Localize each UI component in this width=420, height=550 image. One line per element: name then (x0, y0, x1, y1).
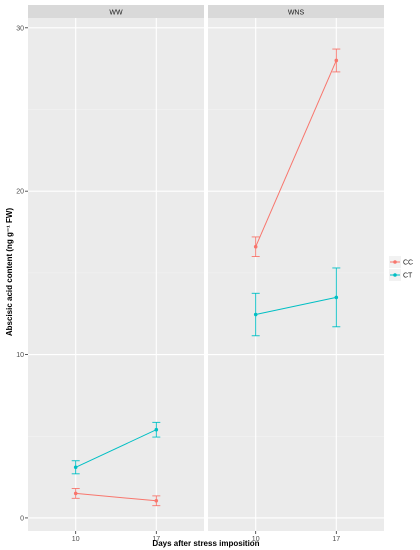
legend-key-point (393, 260, 397, 264)
plot-background (28, 18, 204, 531)
x-axis-title: Days after stress imposition (152, 539, 259, 548)
legend-label: CT (403, 273, 413, 280)
y-tick-label: 30 (16, 25, 24, 32)
y-tick-label: 10 (16, 352, 24, 359)
series-line (255, 296, 337, 316)
data-point (73, 465, 78, 470)
panel-wns: WNS (208, 5, 384, 531)
y-tick-label: 20 (16, 189, 24, 196)
legend-item-ct: CT (389, 269, 413, 281)
x-axis: 10 17 10 17 (72, 531, 340, 543)
panels-layer: WW WNS (28, 5, 384, 531)
x-tick-label: 10 (252, 536, 260, 543)
y-tick-label: 0 (20, 515, 24, 522)
facet-strip (28, 5, 204, 18)
data-point (154, 427, 159, 432)
facet-strip (208, 5, 384, 18)
series-cc (251, 48, 341, 257)
panel-ww: WW (28, 5, 204, 531)
legend-item-cc: CC (389, 256, 413, 268)
legend: CC CT (389, 256, 413, 281)
data-point (73, 491, 78, 496)
x-tick-label: 17 (152, 536, 160, 543)
data-point (154, 498, 159, 503)
series-line (255, 60, 337, 247)
facet-strip-label: WW (109, 10, 123, 17)
data-point (253, 312, 258, 317)
y-axis: 0 10 20 30 (16, 25, 28, 522)
series-ct (71, 421, 161, 475)
x-tick-label: 17 (332, 536, 340, 543)
series-ct (251, 267, 341, 337)
series-cc (71, 488, 161, 507)
legend-label: CC (403, 260, 413, 267)
series-line (75, 492, 157, 502)
plot-background (208, 18, 384, 531)
series-line (75, 429, 157, 468)
x-tick-label: 10 (72, 536, 80, 543)
facet-strip-label: WNS (288, 10, 305, 17)
data-point (334, 58, 339, 63)
data-point (334, 295, 339, 300)
data-point (253, 244, 258, 249)
y-axis-title: Abscisic acid content (ng g⁻¹ FW) (5, 208, 14, 337)
legend-key-point (393, 273, 397, 277)
